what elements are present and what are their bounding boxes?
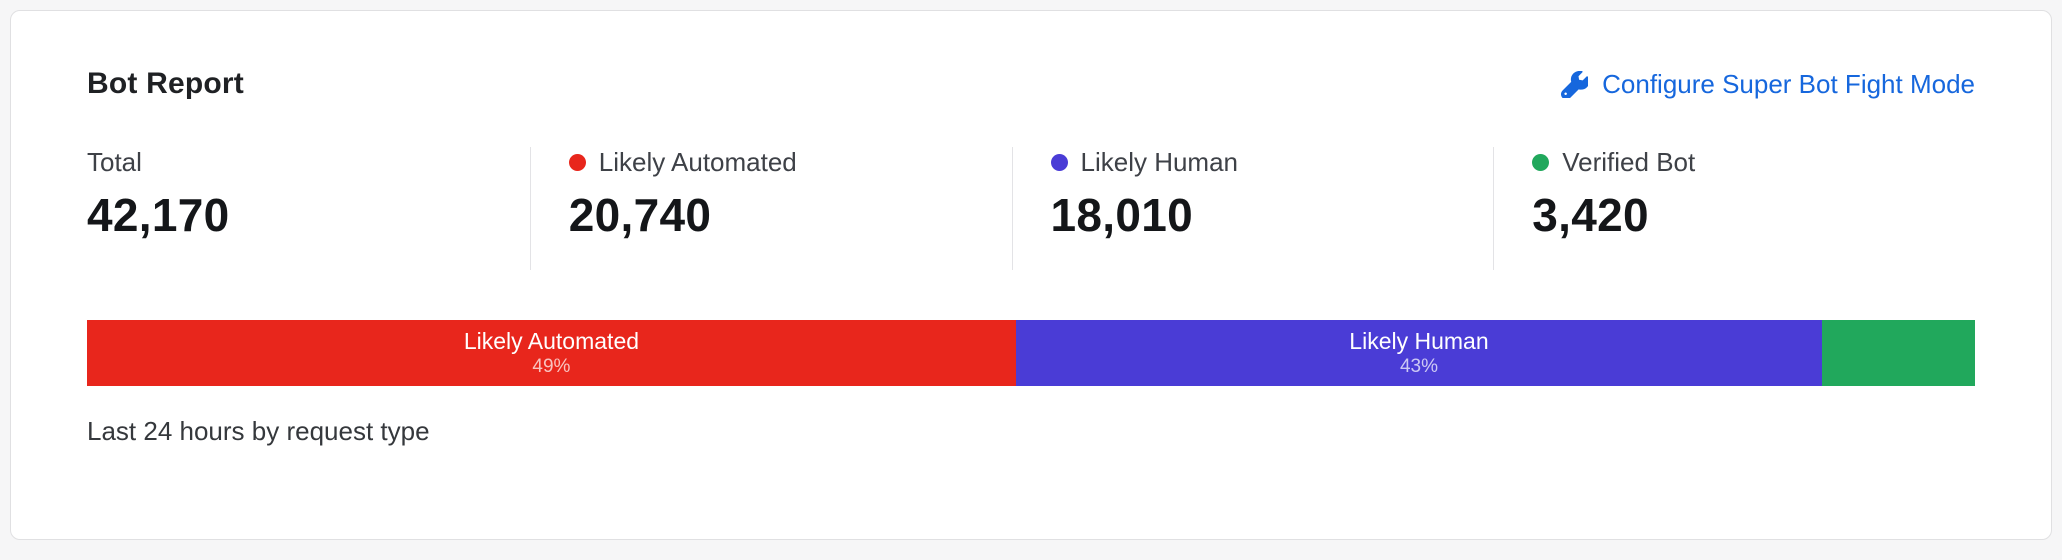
- indigo-dot-icon: [1050, 154, 1068, 171]
- stats-row: Total 42,170 Likely Automated 20,740 Lik…: [87, 147, 1975, 270]
- configure-super-bot-fight-mode-link[interactable]: Configure Super Bot Fight Mode: [1561, 69, 1975, 100]
- bar-segment-likely-human: Likely Human 43%: [1015, 320, 1823, 386]
- stat-label: Verified Bot: [1562, 147, 1696, 177]
- stat-label: Likely Automated: [598, 147, 797, 177]
- stat-label: Likely Human: [1080, 147, 1239, 177]
- stat-label-row: Total: [87, 147, 530, 178]
- stat-label-row: Likely Automated: [568, 147, 1012, 178]
- bot-report-card: Bot Report Configure Super Bot Fight Mod…: [10, 10, 2052, 540]
- stat-total: Total 42,170: [87, 147, 530, 270]
- wrench-icon: [1561, 70, 1589, 98]
- segment-label: Likely Human: [1349, 327, 1489, 354]
- page-title: Bot Report: [87, 67, 244, 100]
- stat-value-verified-bot: 3,420: [1532, 189, 1649, 241]
- stat-verified-bot: Verified Bot 3,420: [1493, 147, 1975, 270]
- bar-segment-likely-automated: Likely Automated 49%: [87, 320, 1016, 386]
- stacked-bar-chart: Likely Automated 49% Likely Human 43%: [87, 320, 1975, 386]
- footer-caption: Last 24 hours by request type: [87, 416, 430, 446]
- stat-label-row: Verified Bot: [1532, 147, 1975, 178]
- configure-link-label: Configure Super Bot Fight Mode: [1602, 68, 1975, 99]
- green-dot-icon: [1532, 154, 1550, 171]
- stat-label-row: Likely Human: [1050, 147, 1494, 178]
- stat-likely-human: Likely Human 18,010: [1011, 147, 1494, 270]
- stat-value-likely-automated: 20,740: [568, 189, 712, 241]
- stat-likely-automated: Likely Automated 20,740: [529, 147, 1012, 270]
- red-dot-icon: [568, 154, 586, 171]
- stat-value-total: 42,170: [87, 189, 230, 241]
- stat-value-likely-human: 18,010: [1050, 189, 1193, 241]
- segment-percent: 49%: [532, 356, 571, 378]
- segment-percent: 43%: [1399, 356, 1438, 378]
- segment-label: Likely Automated: [463, 327, 640, 354]
- card-header: Bot Report Configure Super Bot Fight Mod…: [87, 67, 1975, 101]
- stat-label: Total: [87, 147, 142, 177]
- bar-segment-verified-bot: [1822, 320, 1975, 386]
